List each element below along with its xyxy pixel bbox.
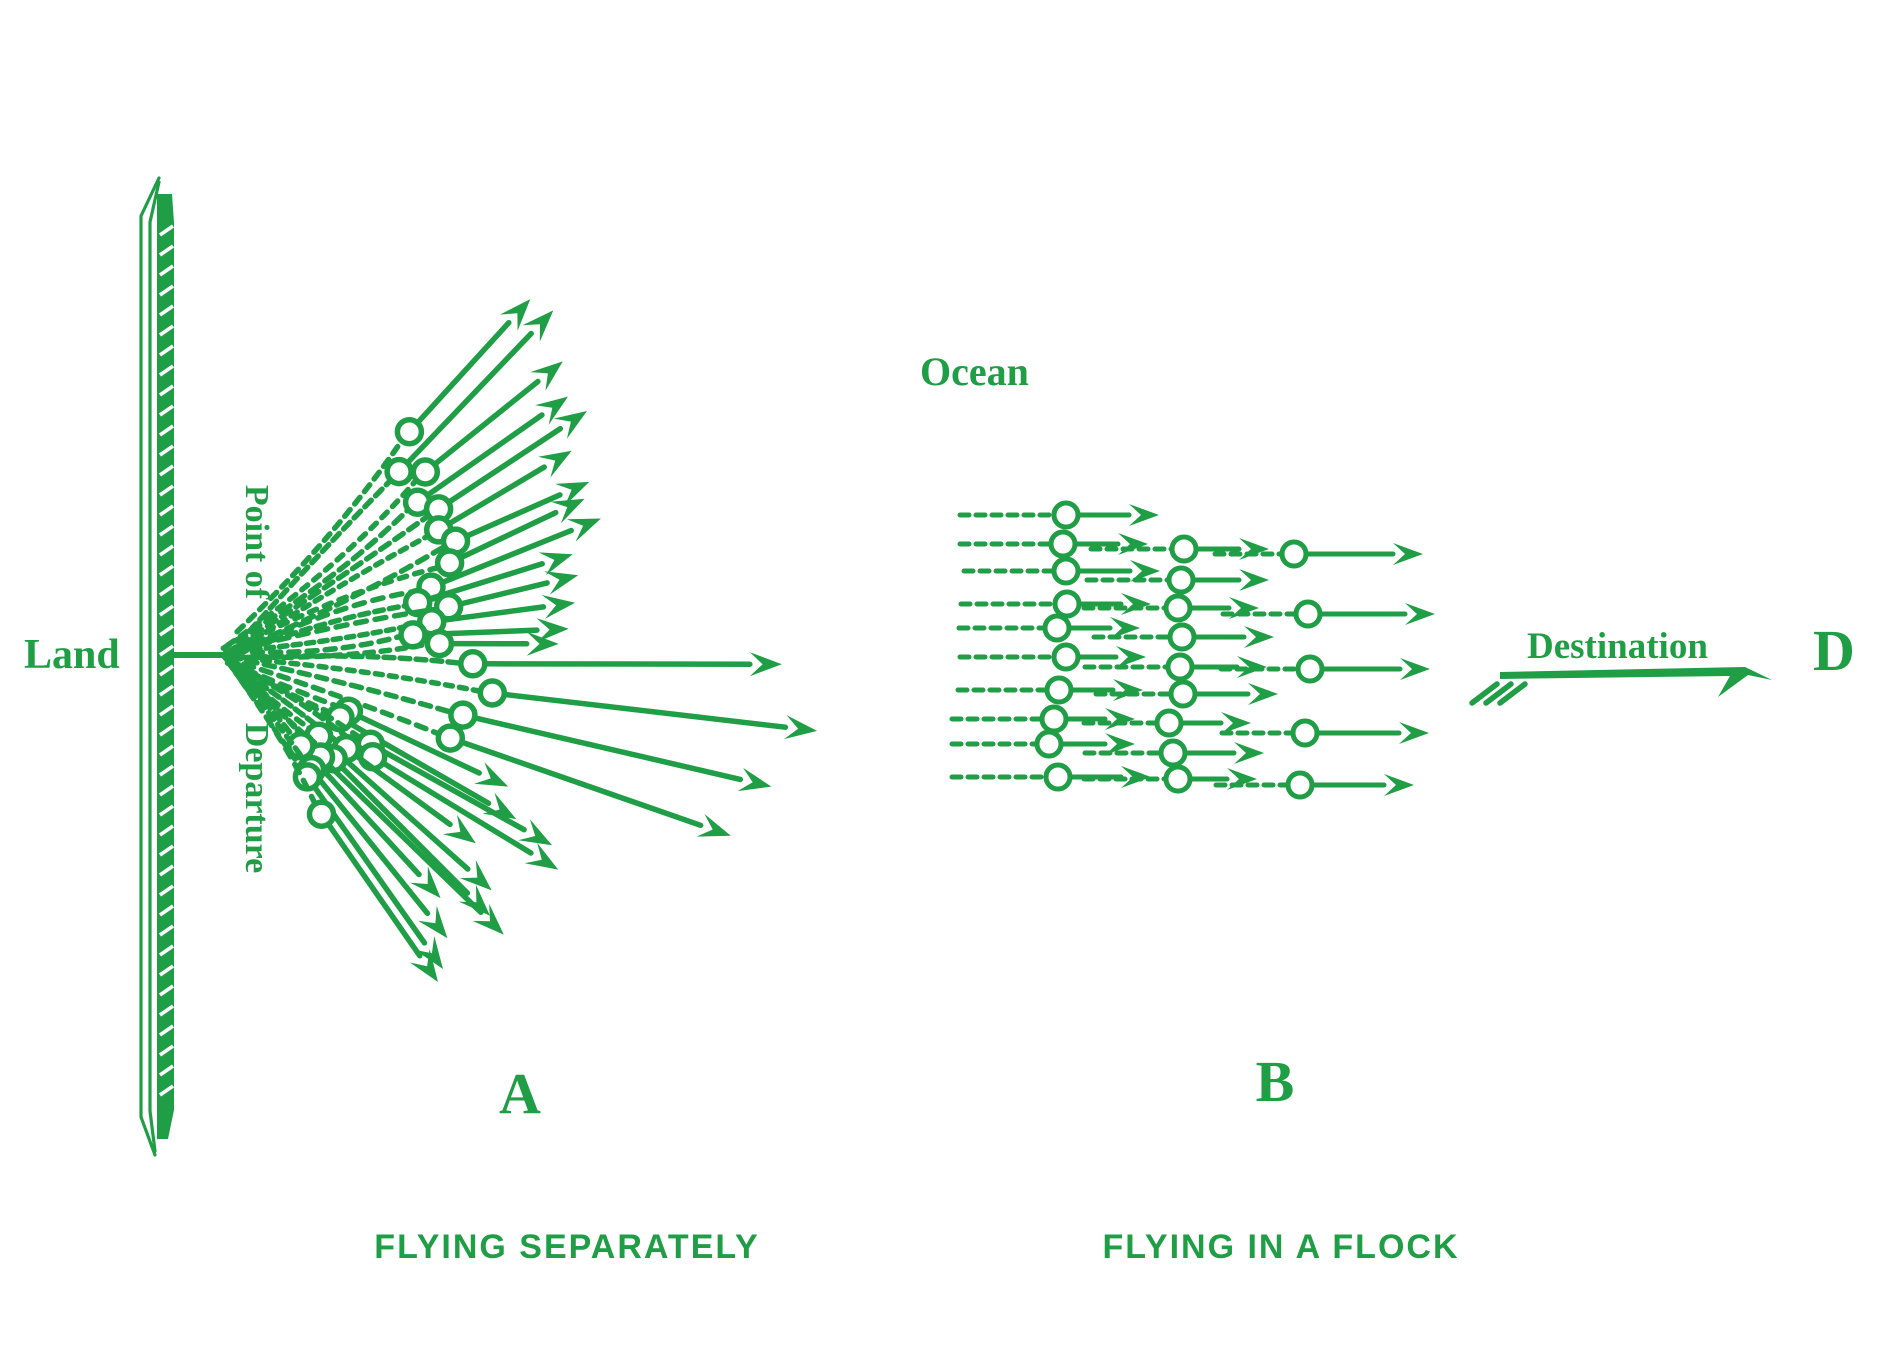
svg-text:Destination: Destination bbox=[1527, 626, 1708, 667]
svg-text:FLYING SEPARATELY: FLYING SEPARATELY bbox=[374, 1228, 759, 1266]
svg-text:D: D bbox=[1813, 618, 1855, 683]
svg-text:Point of: Point of bbox=[238, 485, 275, 600]
svg-text:Land: Land bbox=[24, 632, 120, 678]
svg-text:FLYING IN A FLOCK: FLYING IN A FLOCK bbox=[1103, 1228, 1460, 1266]
svg-text:B: B bbox=[1256, 1049, 1295, 1114]
svg-text:A: A bbox=[499, 1061, 541, 1126]
svg-text:Departure: Departure bbox=[238, 723, 275, 873]
svg-text:Ocean: Ocean bbox=[920, 349, 1029, 394]
